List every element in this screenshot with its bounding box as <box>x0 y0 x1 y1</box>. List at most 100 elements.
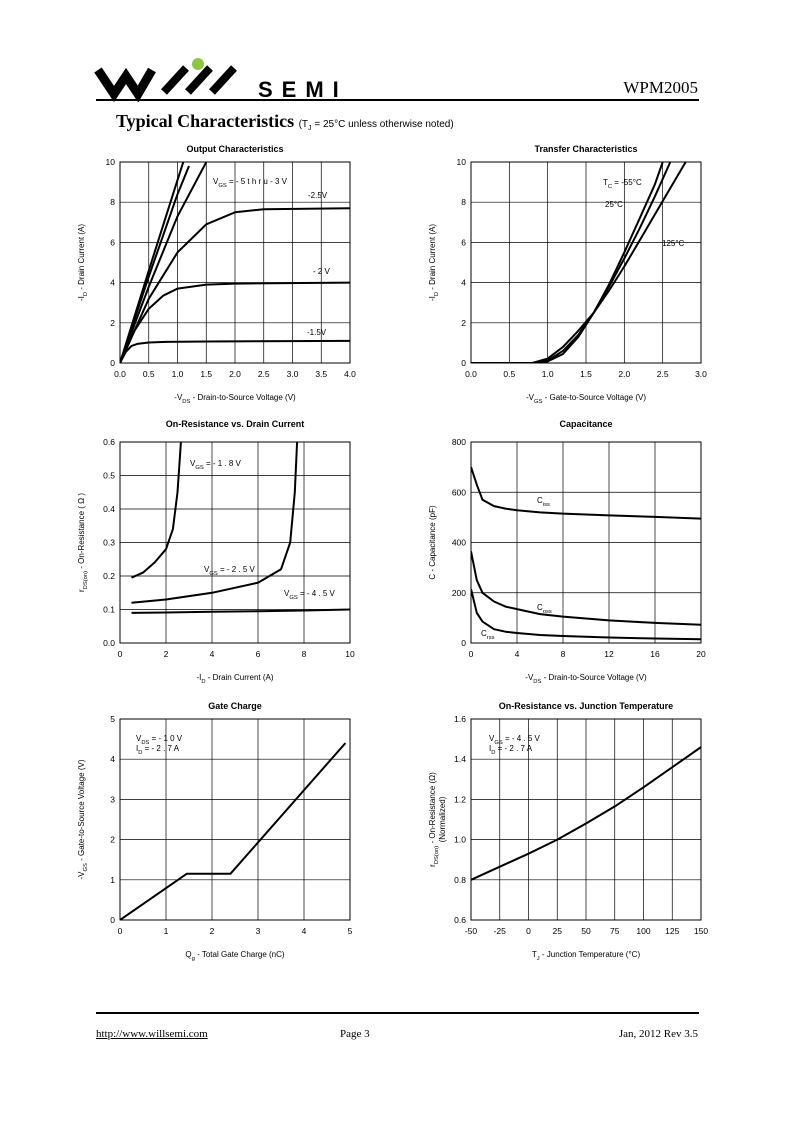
y-tick-label: 200 <box>452 588 466 598</box>
y-tick-label: 1.6 <box>454 714 466 724</box>
chart-title: Output Characteristics <box>186 144 283 154</box>
y-axis-label-2: (Normalized) <box>438 796 447 842</box>
x-axis-label: -VDS - Drain-to-Source Voltage (V) <box>174 393 296 405</box>
x-tick-label: 25 <box>553 926 563 936</box>
y-tick-label: 8 <box>461 197 466 207</box>
annotation: ID = - 2 . 7 A <box>489 744 533 756</box>
y-tick-label: 10 <box>457 157 467 167</box>
annotation: VGS = - 5 t h r u - 3 V <box>213 177 288 189</box>
x-tick-label: 16 <box>650 649 660 659</box>
series-line-25v <box>120 207 350 363</box>
x-tick-label: -50 <box>465 926 478 936</box>
y-tick-label: 0.0 <box>103 638 115 648</box>
plot-frame <box>470 441 702 644</box>
annotation: 25°C <box>605 200 623 209</box>
series-line-vgs <box>120 742 347 920</box>
x-tick-label: 2 <box>164 649 169 659</box>
x-tick-label: 75 <box>610 926 620 936</box>
series-line-crss <box>471 588 701 641</box>
section-title: Typical Characteristics <box>116 111 295 131</box>
x-axis-label: -VDS - Drain-to-Source Voltage (V) <box>525 673 647 685</box>
y-tick-label: 8 <box>110 197 115 207</box>
series-line-rds <box>471 746 701 881</box>
series-line-25c <box>471 162 672 363</box>
y-tick-label: 2 <box>461 318 466 328</box>
chart-title: Capacitance <box>559 419 612 429</box>
y-tick-label: 0.4 <box>103 504 115 514</box>
x-tick-label: 0.0 <box>465 369 477 379</box>
x-tick-label: 0.5 <box>143 369 155 379</box>
x-tick-label: 0 <box>526 926 531 936</box>
series-line-3v <box>120 162 208 363</box>
y-tick-label: 0.2 <box>103 571 115 581</box>
y-tick-label: 400 <box>452 538 466 548</box>
x-tick-label: 3.0 <box>287 369 299 379</box>
x-tick-label: 0 <box>118 926 123 936</box>
y-tick-label: 0.6 <box>103 437 115 447</box>
part-number: WPM2005 <box>623 78 698 97</box>
x-tick-label: 0.5 <box>503 369 515 379</box>
x-tick-label: 5 <box>348 926 353 936</box>
x-tick-label: 10 <box>345 649 355 659</box>
plot-frame <box>119 441 351 644</box>
y-tick-label: 0 <box>110 358 115 368</box>
x-tick-label: 20 <box>696 649 706 659</box>
y-tick-label: 0 <box>461 358 466 368</box>
x-tick-label: 150 <box>694 926 708 936</box>
x-tick-label: 1.5 <box>580 369 592 379</box>
series-line-coss <box>471 551 701 626</box>
plot-frame <box>119 161 351 364</box>
x-tick-label: 8 <box>561 649 566 659</box>
annotation: VGS = - 4 . 5 V <box>284 589 336 601</box>
annotation: ID = - 2 . 7 A <box>136 744 180 756</box>
x-tick-label: 2.5 <box>657 369 669 379</box>
x-axis-label: -ID - Drain Current (A) <box>196 673 273 685</box>
y-tick-label: 600 <box>452 487 466 497</box>
series-line-55c <box>471 162 664 363</box>
chart-output-characteristics: Output Characteristics 0.0 0.5 1.0 1.5 2.0 2.5… <box>77 144 356 405</box>
annotation: -1.5V <box>307 328 327 337</box>
y-tick-label: 6 <box>110 237 115 247</box>
x-tick-label: 1.5 <box>200 369 212 379</box>
x-tick-label: 8 <box>302 649 307 659</box>
y-tick-label: 2 <box>110 318 115 328</box>
annotation: VGS = - 4 . 5 V <box>489 734 541 746</box>
series-line-125c <box>471 162 687 363</box>
plot-frame <box>470 718 702 921</box>
y-tick-label: 800 <box>452 437 466 447</box>
x-tick-label: 6 <box>256 649 261 659</box>
x-axis-label: Qg - Total Gate Charge (nC) <box>185 950 284 962</box>
x-tick-label: 4 <box>210 649 215 659</box>
x-tick-label: -25 <box>494 926 507 936</box>
footer-url[interactable]: http://www.willsemi.com <box>96 1028 208 1040</box>
x-tick-label: 3.0 <box>695 369 707 379</box>
plot-frame <box>470 161 702 364</box>
y-axis-label: -VGS - Gate-to-Source Voltage (V) <box>77 759 89 879</box>
x-tick-label: 1.0 <box>542 369 554 379</box>
x-tick-label: 50 <box>581 926 591 936</box>
y-tick-label: 0 <box>461 638 466 648</box>
annotation: VGS = - 1 . 8 V <box>190 459 242 471</box>
x-axis-label: -VGS - Gate-to-Source Voltage (V) <box>526 393 646 405</box>
company-logo <box>94 58 237 102</box>
y-tick-label: 1.2 <box>454 794 466 804</box>
annotation: Ciss <box>537 496 550 508</box>
chart-onres-vs-junction-temp: On-Resistance vs. Junction Temperature -5… <box>428 701 708 962</box>
plot-frame <box>119 718 351 921</box>
x-tick-label: 0 <box>469 649 474 659</box>
y-tick-label: 1.0 <box>454 835 466 845</box>
y-tick-label: 2 <box>110 835 115 845</box>
y-tick-label: 1.4 <box>454 754 466 764</box>
y-axis-label: rDS(on) - On-Resistance (Ω) <box>428 772 440 867</box>
y-tick-label: 0.5 <box>103 471 115 481</box>
chart-transfer-characteristics: Transfer Characteristics 0.0 0.5 1.0 1.5 2.0 2… <box>428 144 707 405</box>
x-tick-label: 4 <box>515 649 520 659</box>
footer-date-rev: Jan, 2012 Rev 3.5 <box>618 1028 698 1040</box>
header-rule <box>96 99 699 101</box>
x-tick-label: 4 <box>302 926 307 936</box>
x-tick-label: 3.5 <box>315 369 327 379</box>
chart-title: On-Resistance vs. Junction Temperature <box>499 701 673 711</box>
annotation: -2.5V <box>308 191 328 200</box>
footer-rule <box>96 1012 699 1014</box>
